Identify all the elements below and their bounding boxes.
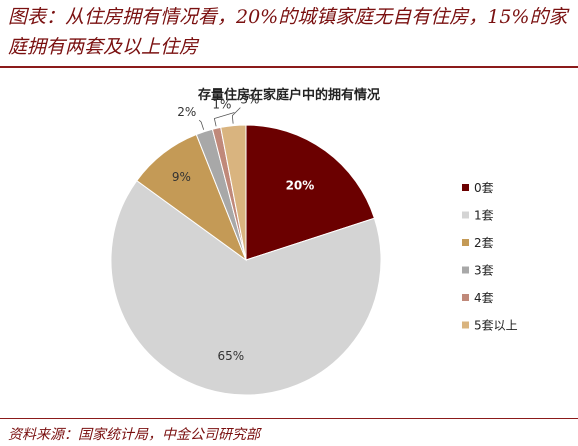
pie-slice: [220, 124, 247, 261]
slice-data-label: 1%: [212, 97, 231, 111]
leader-line: [198, 119, 205, 130]
legend-swatch: [462, 184, 469, 191]
legend-label: 1套: [474, 209, 494, 223]
legend-label: 0套: [474, 181, 494, 195]
legend-label: 4套: [474, 291, 494, 305]
source-note: 资料来源：国家统计局，中金公司研究部: [8, 427, 260, 443]
slice-data-label: 2%: [177, 105, 196, 119]
leader-line: [213, 112, 235, 127]
slice-data-label: 65%: [217, 349, 244, 363]
title-divider: [0, 66, 578, 68]
legend-label: 5套以上: [474, 319, 518, 333]
pie-slice: [110, 179, 382, 396]
leader-line: [231, 107, 241, 124]
chart-title: 存量住房在家庭户中的拥有情况: [197, 88, 380, 103]
pie-slice: [245, 124, 376, 261]
slice-data-label: 20%: [286, 179, 315, 193]
legend-swatch: [462, 211, 469, 219]
legend-swatch: [462, 294, 469, 301]
legend-label: 2套: [474, 236, 494, 250]
slice-data-label: 9%: [172, 170, 191, 184]
slice-data-label: 3%: [240, 93, 259, 107]
figure-title: 图表：从住房拥有情况看，20%的城镇家庭无自有住房，15%的家庭拥有两套及以上住…: [8, 6, 568, 58]
legend-swatch: [462, 266, 469, 274]
legend-swatch: [462, 239, 469, 246]
source-divider: [0, 418, 578, 419]
legend-swatch: [462, 321, 469, 329]
legend-label: 3套: [474, 264, 494, 278]
